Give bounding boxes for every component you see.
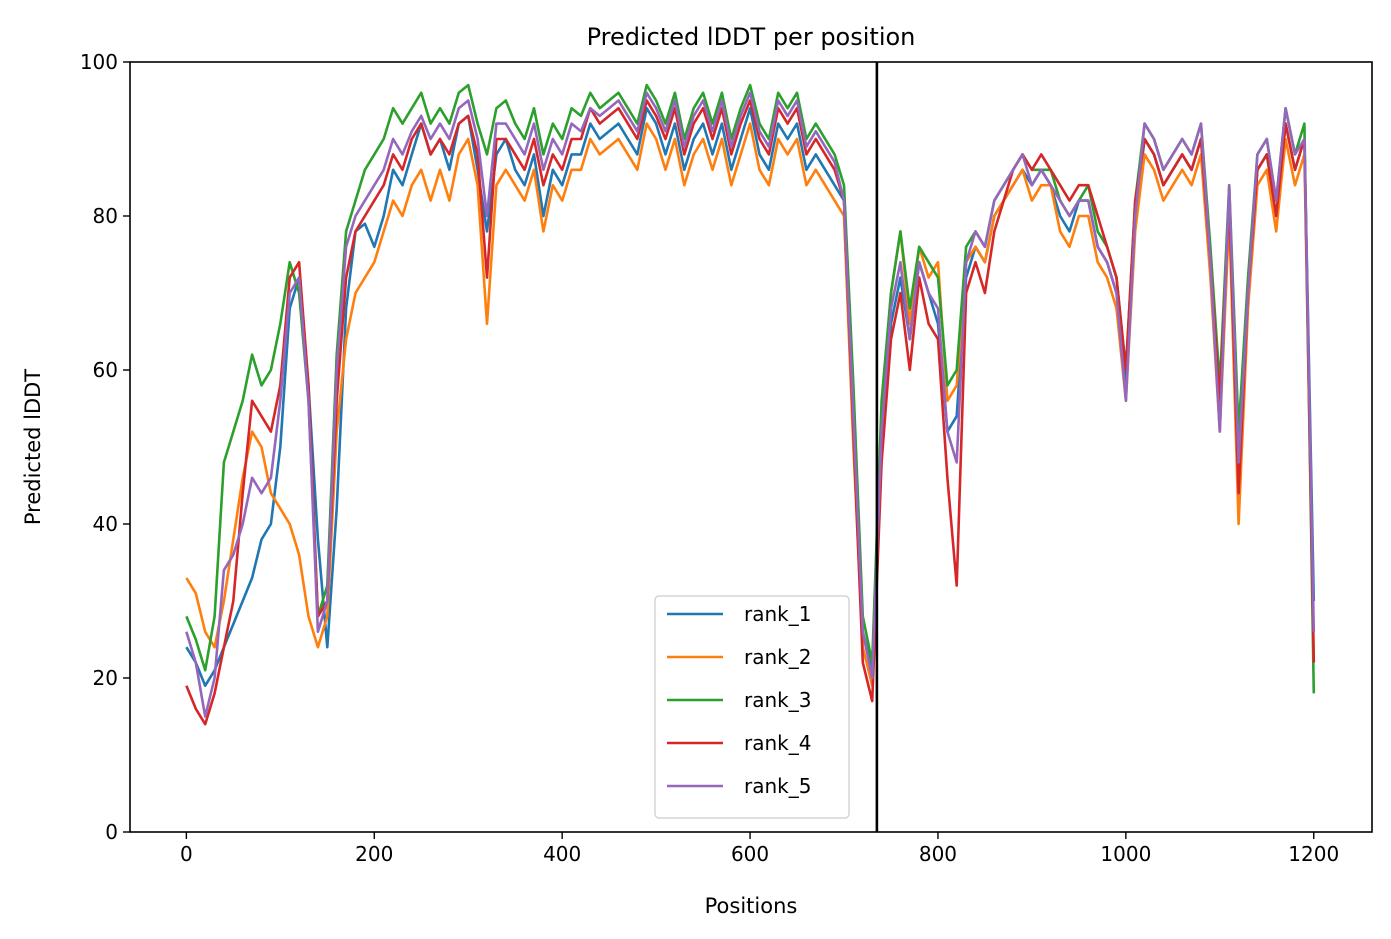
y-axis-label: Predicted lDDT — [21, 369, 45, 525]
y-axis-ticks: 0 20 40 60 80 100 — [80, 50, 130, 844]
legend-box — [654, 595, 850, 819]
series-lines — [185, 83, 1316, 726]
x-axis-label: Positions — [705, 894, 798, 918]
y-tick-label: 0 — [105, 820, 118, 844]
x-tick-label: 200 — [355, 842, 393, 866]
x-tick-label: 600 — [731, 842, 769, 866]
legend-label: rank_2 — [744, 645, 811, 669]
y-tick-label: 60 — [93, 358, 118, 382]
y-tick-label: 80 — [93, 204, 118, 228]
legend-label: rank_1 — [744, 602, 811, 626]
x-tick-label: 0 — [180, 842, 193, 866]
y-tick-label: 40 — [93, 512, 118, 536]
x-tick-label: 400 — [543, 842, 581, 866]
x-tick-label: 1200 — [1288, 842, 1339, 866]
x-tick-label: 800 — [919, 842, 957, 866]
series-line-rank-5 — [185, 91, 1316, 718]
plot-frame — [129, 61, 1373, 833]
legend-label: rank_5 — [744, 774, 811, 798]
y-tick-label: 100 — [80, 50, 118, 74]
series-line-rank-4 — [185, 99, 1316, 726]
y-tick-label: 20 — [93, 666, 118, 690]
x-tick-label: 1000 — [1100, 842, 1151, 866]
legend: rank_1 rank_2 rank_3 rank_4 rank_5 — [654, 595, 850, 819]
chart-title: Predicted lDDT per position — [587, 23, 916, 51]
legend-label: rank_3 — [744, 688, 811, 712]
x-axis-ticks: 0 200 400 600 800 1000 1200 — [180, 832, 1339, 866]
legend-label: rank_4 — [744, 731, 811, 755]
